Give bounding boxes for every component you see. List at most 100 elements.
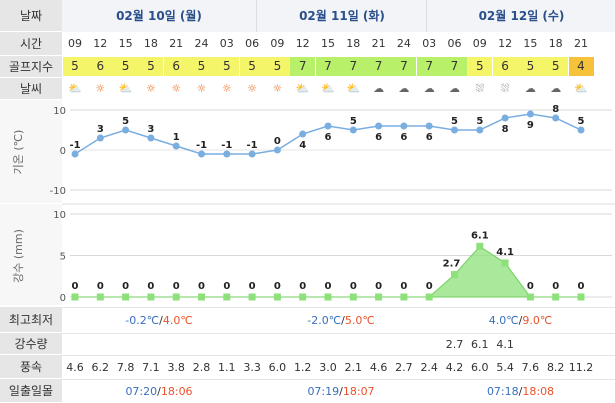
temp-point [501, 114, 509, 122]
rain-point [476, 242, 484, 250]
temp-value-label: 6 [375, 132, 382, 143]
rain-value-label: 0 [350, 281, 357, 292]
slash: / [159, 314, 163, 327]
rain-value-label: 4.1 [496, 247, 514, 258]
sunset: 18:07 [342, 385, 375, 398]
min-temp: 4.0℃ [488, 314, 519, 327]
golf-index-cell: 5 [189, 57, 214, 76]
cloudy-icon: ☁ [373, 82, 385, 95]
minmax-day-3: 4.0℃/9.0℃ [426, 314, 615, 327]
temp-point [324, 122, 332, 130]
wind-cell: 7.8 [116, 361, 135, 374]
max-temp: 5.0℃ [344, 314, 375, 327]
wind-cell: 7.6 [521, 361, 540, 374]
temp-value-label: 5 [350, 116, 357, 127]
sun-day-2: 07:19/18:07 [256, 385, 426, 398]
label-time: 시간 [0, 32, 62, 56]
temp-tick-label: 0 [60, 146, 66, 157]
max-temp: 4.0℃ [162, 314, 193, 327]
weather-row: ⛅ ☼ ⛅ ☼ ☼ ☼ ☼ ☼ ☼ ⛅ ⛅ ⛅ ☁ ☁ ☁ ☁ ⛆ ⛆ ☁ ☁ ⛅ [0, 78, 615, 100]
label-wind: 풍속 [0, 355, 62, 379]
sun-day-3: 07:18/18:08 [426, 385, 615, 398]
slash: / [341, 314, 345, 327]
sunset: 18:08 [522, 385, 555, 398]
temp-point [425, 122, 433, 130]
cloudy-icon: ☁ [423, 82, 435, 95]
rain-value-label: 0 [223, 281, 230, 292]
temp-value-label: 4 [299, 140, 306, 151]
rain-value-label: 0 [122, 281, 129, 292]
hours-cell: 18 [346, 37, 361, 50]
sunny-icon: ☼ [171, 82, 182, 95]
rain-value-label: 0 [299, 281, 306, 292]
label-weather: 날씨 [0, 78, 62, 100]
minmax-row: -0.2℃/4.0℃ -2.0℃/5.0℃ 4.0℃/9.0℃ [0, 307, 615, 333]
hours-cell: 03 [219, 37, 234, 50]
temp-value-label: 8 [552, 104, 559, 115]
hours-cell: 21 [371, 37, 386, 50]
wind-cell: 6.2 [91, 361, 110, 374]
wind-cell: 6.0 [471, 361, 489, 374]
temp-point [400, 122, 408, 130]
rain-point [71, 293, 79, 301]
wind-row: 4.6 6.2 7.8 7.1 3.8 2.8 1.1 3.3 6.0 1.2 3.0 2.1 4.6 2… [0, 355, 615, 379]
wind-cell: 2.8 [192, 361, 211, 374]
wind-cell: 6.0 [268, 361, 287, 374]
golf-index-cell: 7 [416, 57, 442, 76]
golf-index-cell: 6 [87, 57, 113, 76]
temp-value-label: -1 [247, 140, 258, 151]
slash: / [157, 385, 161, 398]
hours-cell: 21 [574, 37, 588, 50]
temp-point [198, 150, 205, 158]
hours-cell: 15 [118, 37, 133, 50]
precip-cell: 6.1 [471, 338, 489, 351]
temp-value-label: -1 [196, 140, 207, 151]
rain-value-label: 0 [198, 281, 205, 292]
wind-cell: 1.2 [293, 361, 312, 374]
wind-cell: 5.4 [496, 361, 514, 374]
temp-point [273, 146, 281, 154]
cloudy-icon: ☁ [398, 82, 410, 95]
hours-cell: 06 [447, 37, 462, 50]
temp-axis-label: 기온 (℃) [12, 130, 25, 175]
cloudy-icon: ☁ [550, 82, 562, 95]
hours-cell: 06 [245, 37, 260, 50]
temp-point [71, 150, 79, 158]
sunny-icon: ☼ [247, 82, 258, 95]
temp-value-label: 9 [527, 120, 534, 131]
hours-cell: 09 [68, 37, 82, 50]
golf-index-cell: 5 [138, 57, 164, 76]
hours-cell: 12 [498, 37, 513, 50]
wind-cell: 1.1 [218, 361, 236, 374]
golf-index-cell: 6 [492, 57, 518, 76]
sunny-icon: ☼ [196, 82, 207, 95]
rain-value-label: 0 [527, 281, 534, 292]
hours-cell: 24 [194, 37, 209, 50]
rain-value-label: 0 [72, 281, 79, 292]
sunny-icon: ☼ [145, 82, 156, 95]
golf-index-cell: 5 [467, 57, 493, 76]
temp-point [375, 122, 383, 130]
wind-cell: 2.7 [395, 361, 413, 374]
temp-point [172, 142, 180, 150]
rain-value-label: 0 [400, 281, 407, 292]
rain-value-label: 0 [552, 281, 559, 292]
temp-point [526, 110, 534, 118]
rain-point [349, 293, 357, 301]
label-precip: 강수량 [0, 333, 62, 355]
temp-value-label: 0 [274, 136, 281, 147]
rain-value-label: 0 [325, 281, 332, 292]
temp-value-label: 3 [147, 124, 154, 135]
rain-point [375, 293, 383, 301]
wind-cell: 4.6 [66, 361, 84, 374]
sunrise: 07:20 [125, 385, 158, 398]
max-temp: 9.0℃ [522, 314, 553, 327]
golf-index-cell: 7 [442, 57, 467, 76]
hours-cell: 12 [295, 37, 310, 50]
rain-point [248, 293, 256, 301]
minmax-day-2: -2.0℃/5.0℃ [256, 314, 426, 327]
golf-index-cell: 5 [239, 57, 265, 76]
label-golf-index: 골프지수 [0, 56, 62, 78]
temp-point [147, 134, 155, 142]
rain-value-label: 0 [173, 281, 180, 292]
